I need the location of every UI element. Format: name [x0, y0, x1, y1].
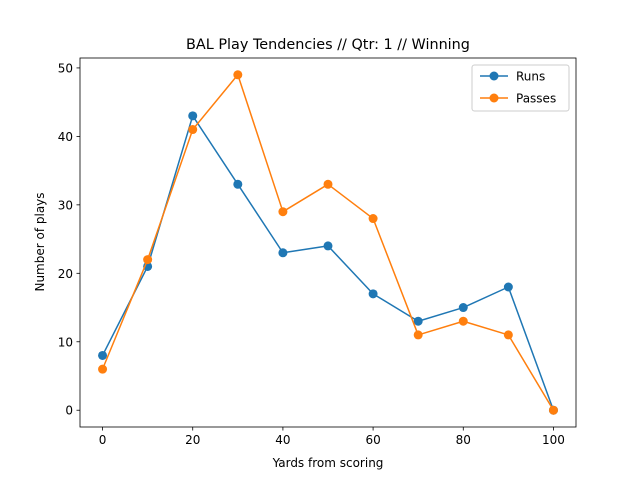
legend-item-passes: Passes [480, 92, 556, 106]
data-point-runs [98, 350, 108, 360]
y-axis-label: Number of plays [33, 192, 47, 291]
data-point-runs [503, 282, 513, 292]
data-point-runs [278, 248, 288, 258]
legend-label: Runs [516, 70, 545, 84]
data-point-passes [98, 364, 108, 374]
legend: Runs Passes [471, 64, 570, 112]
x-tick-label: 80 [456, 433, 471, 447]
x-tick-label: 100 [542, 433, 565, 447]
y-tick-label: 20 [58, 267, 73, 281]
plot-area: 0 20 40 60 80 100 0 10 20 30 40 50 [58, 57, 577, 447]
series-passes [98, 70, 558, 415]
axes-frame [79, 57, 577, 428]
data-point-runs [458, 303, 468, 313]
y-tick-label: 10 [58, 335, 73, 349]
legend-label: Passes [516, 92, 556, 106]
data-point-runs [188, 111, 198, 121]
data-point-passes [413, 330, 423, 340]
data-point-runs [323, 241, 333, 251]
data-point-runs [368, 289, 378, 299]
x-tick-label: 0 [99, 433, 107, 447]
legend-item-runs: Runs [480, 70, 545, 84]
data-point-passes [233, 70, 243, 80]
series-runs [98, 111, 558, 415]
data-point-passes [548, 405, 558, 415]
data-point-runs [233, 179, 243, 189]
legend-marker [489, 71, 499, 81]
data-point-passes [458, 316, 468, 326]
x-tick-label: 20 [185, 433, 200, 447]
data-point-passes [278, 207, 288, 217]
data-point-passes [323, 179, 333, 189]
data-point-passes [368, 214, 378, 224]
y-tick-label: 0 [65, 404, 73, 418]
y-tick-label: 40 [58, 130, 73, 144]
data-point-passes [143, 255, 153, 265]
chart-title: BAL Play Tendencies // Qtr: 1 // Winning [186, 37, 470, 53]
data-point-passes [503, 330, 513, 340]
data-point-passes [188, 125, 198, 135]
y-tick-label: 30 [58, 198, 73, 212]
x-tick-label: 40 [275, 433, 290, 447]
data-point-runs [413, 316, 423, 326]
y-tick-label: 50 [58, 61, 73, 75]
x-tick-label: 60 [365, 433, 380, 447]
x-axis-label: Yards from scoring [272, 456, 384, 470]
series-line-runs [101, 115, 555, 411]
legend-marker [489, 93, 499, 103]
